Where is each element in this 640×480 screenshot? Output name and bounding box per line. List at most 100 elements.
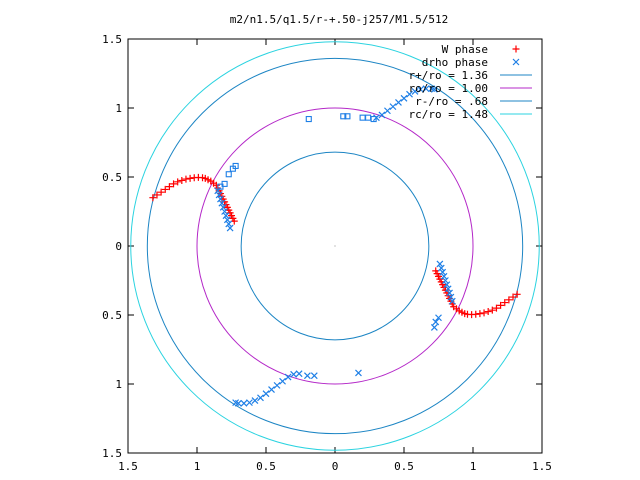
y-tick-label: 1.5 xyxy=(102,33,122,46)
x-tick-label: 0.5 xyxy=(256,460,276,473)
w-phase-point xyxy=(480,309,488,317)
y-tick-label: 1 xyxy=(115,378,122,391)
drho-phase-point xyxy=(262,390,270,398)
drho-phase-point xyxy=(234,399,242,407)
drho-phase-point xyxy=(400,94,408,102)
drho-phase-point xyxy=(437,264,445,272)
square-point xyxy=(305,115,312,123)
w-phase-point xyxy=(186,174,194,182)
circle-r-ro xyxy=(240,151,430,341)
drho-phase-point xyxy=(411,88,419,95)
square-point xyxy=(359,114,366,121)
w-phase-point xyxy=(505,296,513,304)
square-point xyxy=(344,113,351,120)
drho-phase-point xyxy=(268,386,275,393)
drho-phase-point xyxy=(226,224,234,232)
drho-phase-point xyxy=(246,399,253,407)
circle-rc-ro xyxy=(130,41,540,451)
y-tick-label: 0.5 xyxy=(102,309,122,322)
square-point xyxy=(365,114,372,121)
drho-phase-point xyxy=(395,99,402,106)
w-phase-point xyxy=(509,293,517,301)
drho-phase-point xyxy=(430,323,438,331)
drho-phase-point xyxy=(225,220,233,228)
legend-label: r+/ro = 1.36 xyxy=(409,69,488,82)
legend-label: ro/ro = 1.00 xyxy=(409,82,488,95)
w-phase-point xyxy=(476,310,484,318)
drho-phase-point xyxy=(446,289,453,297)
legend-label: W phase xyxy=(442,43,488,56)
w-phase-point xyxy=(513,290,521,298)
drho-phase-point xyxy=(389,103,397,111)
drho-phase-point xyxy=(447,293,455,301)
w-phase-point xyxy=(488,306,496,314)
chart-title: m2/n1.5/q1.5/r-+.50-j257/M1.5/512 xyxy=(230,13,449,26)
drho-phase-point xyxy=(218,199,226,207)
circle-r-ro xyxy=(146,57,524,435)
drho-phase-point xyxy=(355,369,362,377)
drho-phase-point xyxy=(215,191,223,199)
square-point xyxy=(225,171,232,178)
drho-phase-point xyxy=(378,111,386,119)
w-phase-point xyxy=(153,191,161,199)
square-point xyxy=(370,115,377,123)
x-tick-label: 1 xyxy=(194,460,201,473)
w-phase-point xyxy=(149,194,157,202)
y-tick-label: 1 xyxy=(115,102,122,115)
x-tick-label: 1 xyxy=(470,460,477,473)
legend-label: rc/ro = 1.48 xyxy=(409,108,488,121)
drho-phase-point xyxy=(221,208,229,215)
drho-phase-point xyxy=(440,272,448,280)
drho-phase-point xyxy=(384,107,391,115)
drho-phase-point xyxy=(436,260,444,268)
w-phase-point xyxy=(492,304,500,312)
square-point xyxy=(232,162,239,170)
drho-phase-point xyxy=(257,394,264,402)
drho-phase-point xyxy=(430,85,438,93)
w-phase-point xyxy=(170,180,178,188)
legend-label: r-/ro = .68 xyxy=(415,95,488,108)
y-tick-label: 0 xyxy=(115,240,122,253)
drho-phase-point xyxy=(279,377,286,385)
legend-swatch xyxy=(512,58,520,66)
x-tick-label: 1.5 xyxy=(532,460,552,473)
drho-phase-point xyxy=(223,216,231,224)
w-phase-point xyxy=(161,185,169,193)
drho-phase-point xyxy=(273,381,281,389)
drho-phase-point xyxy=(219,203,227,211)
drho-phase-point xyxy=(295,370,303,378)
reference-circles xyxy=(130,41,540,451)
drho-phase-point xyxy=(448,297,456,305)
legend-swatch xyxy=(512,45,520,53)
square-point xyxy=(340,113,347,120)
drho-phase-point xyxy=(422,85,430,93)
w-phase-point xyxy=(157,188,165,196)
drho-phase-point xyxy=(284,373,292,381)
drho-phase-point xyxy=(417,85,424,93)
x-tick-label: 0.5 xyxy=(394,460,414,473)
legend-label: drho phase xyxy=(422,56,488,69)
drho-phase-point xyxy=(435,314,442,322)
x-tick-label: 1.5 xyxy=(118,460,138,473)
drho-phase-point xyxy=(441,277,449,284)
drho-phase-point xyxy=(251,397,259,404)
drho-phase-point xyxy=(443,281,451,289)
w-phase-point xyxy=(501,299,509,307)
drho-phase-point xyxy=(310,372,318,380)
square-point xyxy=(217,183,224,190)
drho-phase-point xyxy=(439,268,447,276)
drho-phase-point xyxy=(290,370,298,378)
data-points xyxy=(149,85,521,407)
w-phase-point xyxy=(174,178,182,186)
drho-phase-point xyxy=(432,318,440,326)
x-tick-label: 0 xyxy=(332,460,339,473)
w-phase-point xyxy=(497,301,505,309)
w-phase-point xyxy=(484,308,492,316)
origin-dot xyxy=(334,245,336,247)
drho-phase-point xyxy=(444,285,452,293)
y-tick-label: 1.5 xyxy=(102,447,122,460)
w-phase-point xyxy=(165,183,173,191)
drho-phase-point xyxy=(222,212,230,220)
